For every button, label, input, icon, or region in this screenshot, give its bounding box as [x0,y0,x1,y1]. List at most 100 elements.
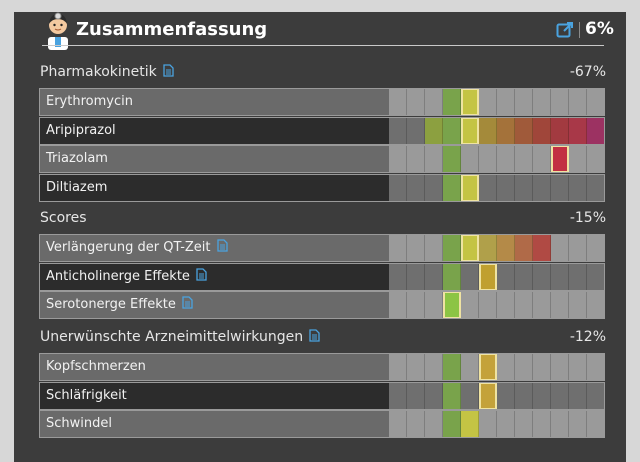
table-row[interactable]: Serotonerge Effekte [39,291,605,319]
severity-cell-selected [461,116,479,145]
severity-cell [587,173,605,202]
severity-cell [497,410,515,438]
severity-cell [533,88,551,116]
severity-scale [389,116,605,145]
severity-cell [497,381,515,410]
severity-cell [497,116,515,145]
severity-cell [425,88,443,116]
severity-cell [587,116,605,145]
table-row[interactable]: Verlängerung der QT-Zeit [39,234,605,262]
severity-cell [515,262,533,291]
severity-cell [569,173,587,202]
doctor-avatar-icon [48,12,68,50]
severity-scale [389,145,605,173]
severity-cell [425,381,443,410]
table-row[interactable]: Schläfrigkeit [39,381,605,410]
severity-cell [497,173,515,202]
severity-cell [551,88,569,116]
severity-cell [461,353,479,381]
severity-scale [389,381,605,410]
document-icon[interactable] [309,329,320,342]
severity-cell [443,173,461,202]
severity-cell [389,291,407,319]
severity-cell [389,116,407,145]
severity-cell [497,262,515,291]
severity-cell [479,145,497,173]
severity-cell [569,381,587,410]
external-link-icon[interactable] [556,21,574,39]
severity-cell [533,173,551,202]
severity-cell [479,234,497,262]
severity-cell [443,353,461,381]
severity-cell-selected [551,145,569,173]
table-row[interactable]: Kopfschmerzen [39,353,605,381]
severity-cell [533,353,551,381]
severity-cell [533,145,551,173]
severity-cell [443,234,461,262]
summary-panel: Zusammenfassung 6% Pharmakokinetik -67% … [14,12,626,462]
severity-cell-selected [443,291,461,319]
severity-cell-selected [461,173,479,202]
severity-cell [587,262,605,291]
severity-cell [587,353,605,381]
severity-cell [551,262,569,291]
severity-cell [587,381,605,410]
row-label: Verlängerung der QT-Zeit [39,234,389,262]
severity-cell [425,291,443,319]
severity-cell [443,145,461,173]
severity-cell [569,353,587,381]
severity-cell [479,410,497,438]
severity-cell-selected [479,381,497,410]
severity-cell [497,234,515,262]
severity-cell [407,116,425,145]
severity-cell [479,116,497,145]
section-percent-uaw: -12% [569,329,606,345]
summary-header: Zusammenfassung 6% [14,12,626,50]
severity-cell [569,88,587,116]
severity-cell [587,145,605,173]
document-icon[interactable] [182,296,193,309]
severity-cell [425,234,443,262]
severity-cell [569,291,587,319]
table-row[interactable]: Schwindel [39,410,605,438]
table-row[interactable]: Aripiprazol [39,116,605,145]
table-row[interactable]: Diltiazem [39,173,605,202]
severity-cell [425,145,443,173]
severity-scale [389,88,605,116]
table-row[interactable]: Erythromycin [39,88,605,116]
severity-cell [443,116,461,145]
severity-scale [389,353,605,381]
page-title: Zusammenfassung [76,19,268,40]
section-title-uaw: Unerwünschte Arzneimittelwirkungen [40,329,320,345]
severity-cell [407,234,425,262]
severity-cell [533,116,551,145]
severity-cell [551,381,569,410]
section-percent-scores: -15% [569,210,606,226]
severity-cell [533,381,551,410]
severity-cell [533,262,551,291]
severity-cell [407,88,425,116]
severity-cell [389,88,407,116]
table-row[interactable]: Anticholinerge Effekte [39,262,605,291]
severity-cell [515,116,533,145]
severity-cell [569,234,587,262]
severity-cell [443,381,461,410]
document-icon[interactable] [163,64,174,77]
table-row[interactable]: Triazolam [39,145,605,173]
severity-cell [551,410,569,438]
severity-scale [389,262,605,291]
severity-cell [587,234,605,262]
row-label: Serotonerge Effekte [39,291,389,319]
document-icon[interactable] [216,239,228,252]
severity-cell [461,410,479,438]
severity-cell [587,410,605,438]
severity-cell [425,353,443,381]
severity-scale [389,291,605,319]
header-separator [579,22,580,38]
document-icon[interactable] [196,267,207,281]
severity-cell [551,116,569,145]
severity-cell [569,145,587,173]
severity-cell [407,291,425,319]
severity-scale [389,173,605,202]
row-label: Schwindel [39,410,389,438]
